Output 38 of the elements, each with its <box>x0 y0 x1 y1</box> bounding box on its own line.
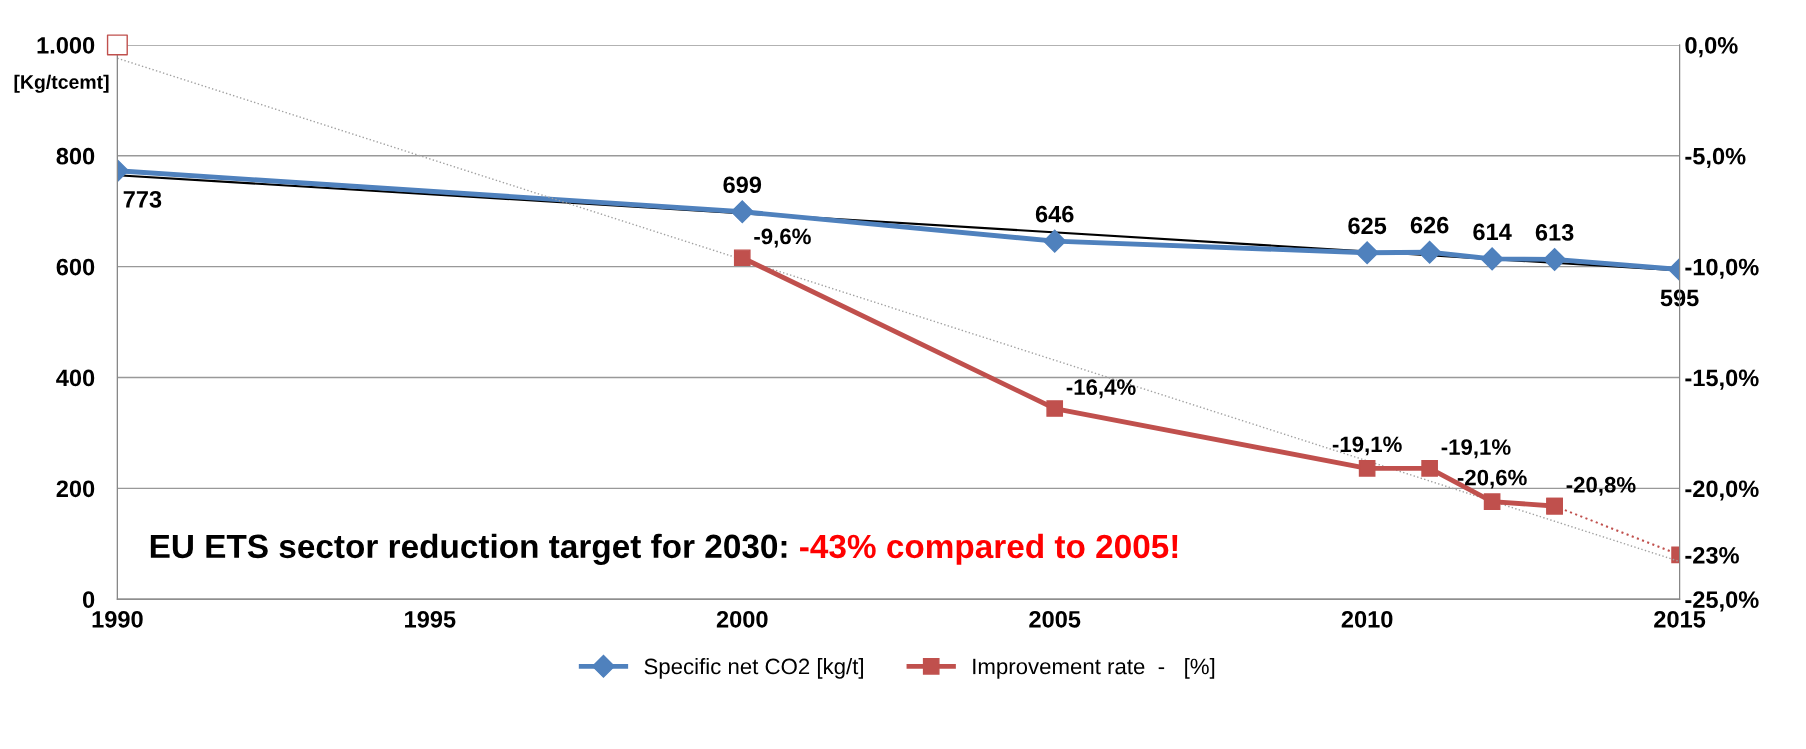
y2-tick-label: -20,0% <box>1685 480 1759 501</box>
data-label: 625 <box>1348 217 1387 235</box>
y-tick-label: 800 <box>56 147 95 165</box>
data-label: 614 <box>1473 223 1512 241</box>
x-tick-label: 2015 <box>1654 610 1706 628</box>
y-tick-label: 200 <box>56 480 95 498</box>
legend-label: Improvement rate - [%] <box>973 658 1215 679</box>
data-label: -19,1% <box>1441 439 1511 459</box>
data-label: 595 <box>1660 289 1699 307</box>
y-tick-label: 600 <box>56 258 95 276</box>
y2-tick-label: -25,0% <box>1685 591 1759 612</box>
data-label: -16,4% <box>1066 379 1136 399</box>
x-tick-label: 2000 <box>716 610 768 628</box>
y2-tick-label: -5,0% <box>1685 147 1746 168</box>
data-label: -9,6% <box>754 228 811 248</box>
y2-tick-label: -10,0% <box>1685 258 1759 279</box>
x-tick-label: 1995 <box>405 610 456 628</box>
data-label: -20,6% <box>1457 469 1527 489</box>
data-label: -20,8% <box>1566 476 1636 496</box>
annotation: EU ETS sector reduction target for 2030: <box>150 533 787 565</box>
y-axis-title: [Kg/tcemt] <box>14 74 109 93</box>
legend-label: Specific net CO2 [kg/t] <box>644 658 863 679</box>
data-label: 613 <box>1535 224 1574 241</box>
y2-tick-label: -15,0% <box>1685 369 1759 390</box>
data-label: 773 <box>123 190 162 208</box>
data-label: -19,1% <box>1332 436 1402 456</box>
x-tick-label: 2010 <box>1341 610 1393 628</box>
y-tick-label: 0 <box>82 591 95 608</box>
annotation: -43% compared to 2005! <box>800 533 1178 565</box>
y-tick-label: 400 <box>56 369 95 387</box>
data-label: 626 <box>1410 216 1449 234</box>
y-tick-label: 1.000 <box>37 37 95 54</box>
y2-tick-label: 0,0% <box>1685 37 1738 58</box>
data-label: 646 <box>1035 205 1074 223</box>
x-tick-label: 1990 <box>92 610 143 628</box>
y2-tick-label: -23% <box>1685 546 1739 564</box>
data-label: 699 <box>723 176 762 194</box>
x-tick-label: 2005 <box>1029 610 1081 628</box>
